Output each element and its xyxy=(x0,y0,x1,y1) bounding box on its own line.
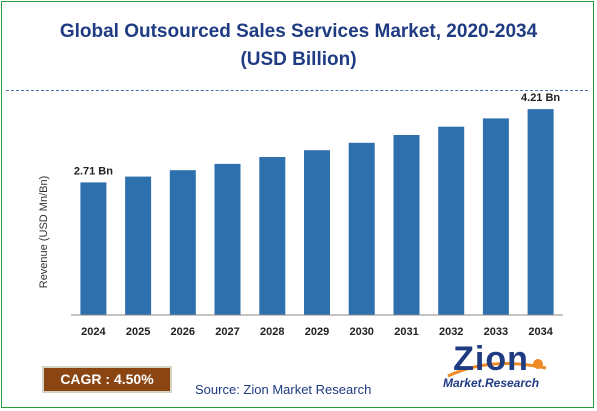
zion-logo: Zion Market.Research xyxy=(428,340,554,394)
x-tick-2025: 2025 xyxy=(126,326,150,338)
data-labels: 2.71 Bn 4.21 Bn xyxy=(74,92,561,177)
data-label-2024: 2.71 Bn xyxy=(74,165,113,177)
bar-2034 xyxy=(527,109,554,315)
x-tick-labels: 2024 2025 2026 2027 2028 2029 2030 2031 2032 2033… xyxy=(81,326,554,338)
logo-main-text: Zion xyxy=(453,340,529,378)
cagr-badge: CAGR : 4.50% xyxy=(42,366,172,393)
bar-2025 xyxy=(125,176,152,315)
x-tick-2026: 2026 xyxy=(171,326,195,338)
bar-2029 xyxy=(304,150,330,315)
data-label-2034: 4.21 Bn xyxy=(521,92,560,104)
bar-2024 xyxy=(80,182,107,315)
bar-2028 xyxy=(259,157,286,315)
bar-2030 xyxy=(348,142,375,315)
bar-2027 xyxy=(214,163,241,315)
x-tick-2034: 2034 xyxy=(528,326,553,338)
bar-2032 xyxy=(438,126,465,315)
x-tick-2024: 2024 xyxy=(81,326,106,338)
chart-title-line: Global Outsourced Sales Services Market,… xyxy=(59,21,538,42)
x-tick-2027: 2027 xyxy=(215,326,239,338)
y-axis-label: Revenue (USD Mn/Bn) xyxy=(38,176,50,289)
title-divider xyxy=(6,90,588,91)
chart-subtitle: (USD Billion) xyxy=(240,49,357,70)
x-tick-2030: 2030 xyxy=(349,326,373,338)
logo-sub-text: Market.Research xyxy=(442,376,540,390)
chart-title: Global Outsourced Sales Services Market,… xyxy=(0,18,597,74)
bar-2033 xyxy=(482,118,509,316)
bar-2026 xyxy=(169,170,196,315)
x-tick-2032: 2032 xyxy=(439,326,463,338)
x-tick-2031: 2031 xyxy=(394,326,418,338)
x-tick-2028: 2028 xyxy=(260,326,284,338)
bars-group xyxy=(80,109,554,316)
logo-swoosh-icon xyxy=(447,359,547,378)
x-tick-2029: 2029 xyxy=(305,326,329,338)
source-text: Source: Zion Market Research xyxy=(195,382,372,397)
bar-2031 xyxy=(393,135,420,315)
x-tick-2033: 2033 xyxy=(484,326,508,338)
